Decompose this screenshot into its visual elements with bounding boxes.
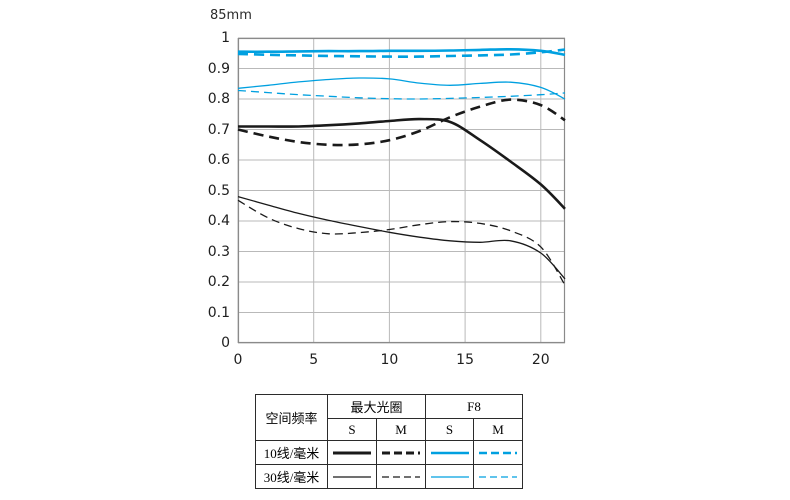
line-sample-blue-thick-dashed — [473, 440, 523, 465]
x-tick-label: 10 — [380, 352, 399, 368]
line-sample-black-thick-dashed — [376, 440, 426, 465]
legend-line-sample-svg — [333, 451, 371, 454]
y-tick-label: 0.4 — [207, 213, 230, 229]
legend-line-sample-svg — [430, 451, 469, 454]
x-tick-label: 5 — [309, 352, 319, 368]
legend-subheader-s1: S — [327, 418, 377, 441]
legend-line-sample-svg — [479, 475, 517, 478]
legend-subheader-s2: S — [425, 418, 474, 441]
x-tick-label: 20 — [531, 352, 550, 368]
line-sample-black-thin-solid — [327, 464, 377, 489]
legend-row-10lpmm: 10线/毫米 — [255, 440, 523, 465]
legend-row-label: 10线/毫米 — [255, 440, 328, 465]
y-tick-label: 0.9 — [207, 60, 230, 77]
y-tick-label: 0.3 — [207, 243, 230, 260]
mtf-plot-svg — [237, 37, 566, 344]
legend-header-row: 空间频率 最大光圈 F8 — [255, 394, 523, 441]
mtf-plot-area — [237, 37, 566, 344]
legend-line-sample-svg — [333, 475, 371, 478]
y-tick-label: 0.5 — [207, 182, 230, 199]
y-tick-label: 0.1 — [207, 304, 230, 321]
legend-group-f8: F8 — [425, 394, 523, 419]
legend-col1-header: 空间频率 — [255, 394, 328, 441]
legend-group-max-aperture: 最大光圈 — [327, 394, 426, 419]
legend-line-sample-svg — [382, 451, 420, 454]
line-sample-blue-thin-solid — [425, 464, 474, 489]
legend-subheader-m2: M — [473, 418, 523, 441]
legend-row-30lpmm: 30线/毫米 — [255, 464, 523, 489]
line-sample-black-thin-dashed — [376, 464, 426, 489]
legend-table: 空间频率 最大光圈 F8 S M S M 10线/毫米 30线/毫米 — [255, 394, 523, 489]
y-tick-label: 0.2 — [207, 274, 230, 290]
line-sample-blue-thick-solid — [425, 440, 474, 465]
y-tick-label: 0 — [221, 335, 230, 351]
y-tick-label: 0.8 — [207, 91, 230, 107]
legend-line-sample-svg — [382, 475, 420, 478]
y-tick-label: 0.6 — [207, 152, 230, 168]
legend-subheader-m1: M — [376, 418, 426, 441]
chart-title: 85mm — [210, 8, 252, 23]
legend-line-sample-svg — [479, 451, 517, 454]
legend-line-sample-svg — [430, 475, 469, 478]
legend-row-label: 30线/毫米 — [255, 464, 328, 489]
x-tick-label: 15 — [456, 352, 474, 368]
legend-subheader-row: S M S M — [256, 418, 523, 441]
line-sample-black-thick-solid — [327, 440, 377, 465]
x-tick-label: 0 — [233, 352, 243, 368]
y-tick-label: 1 — [221, 30, 230, 46]
y-tick-label: 0.7 — [207, 121, 230, 138]
line-sample-blue-thin-dashed — [473, 464, 523, 489]
